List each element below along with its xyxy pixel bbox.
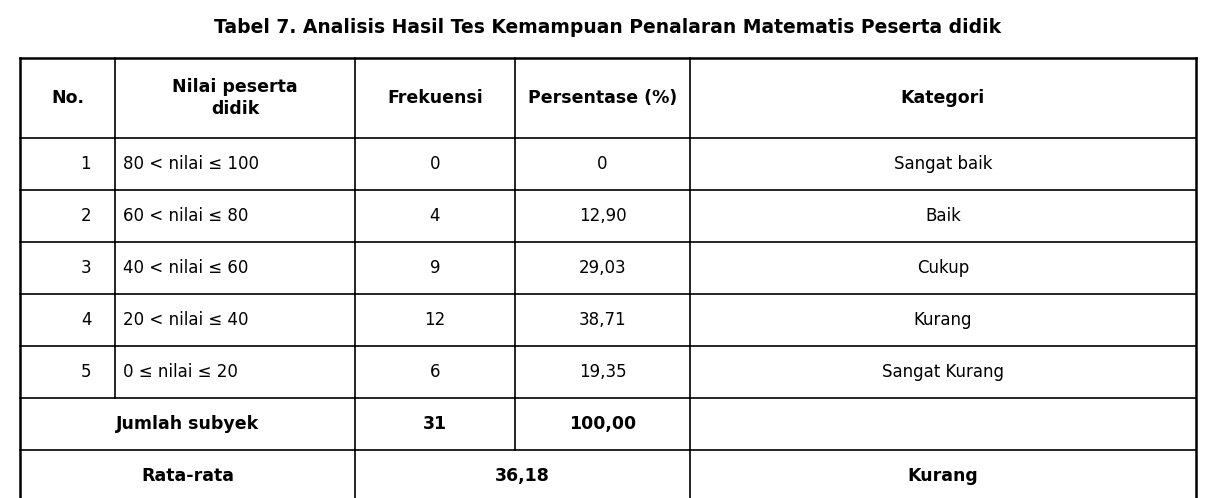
Text: 6: 6 <box>429 363 440 381</box>
Text: Kurang: Kurang <box>913 311 973 329</box>
Text: 20 < nilai ≤ 40: 20 < nilai ≤ 40 <box>123 311 248 329</box>
Text: Tabel 7. Analisis Hasil Tes Kemampuan Penalaran Matematis Peserta didik: Tabel 7. Analisis Hasil Tes Kemampuan Pe… <box>214 18 1002 37</box>
Text: 19,35: 19,35 <box>579 363 626 381</box>
Text: 60 < nilai ≤ 80: 60 < nilai ≤ 80 <box>123 207 248 225</box>
Text: Nilai peserta
didik: Nilai peserta didik <box>173 78 298 118</box>
Text: Jumlah subyek: Jumlah subyek <box>116 415 259 433</box>
Text: Kategori: Kategori <box>901 89 985 107</box>
Text: 3: 3 <box>80 259 91 277</box>
Text: 4: 4 <box>429 207 440 225</box>
Text: 40 < nilai ≤ 60: 40 < nilai ≤ 60 <box>123 259 248 277</box>
Text: Baik: Baik <box>925 207 961 225</box>
Text: Rata-rata: Rata-rata <box>141 467 233 485</box>
Text: 0: 0 <box>429 155 440 173</box>
Text: 1: 1 <box>80 155 91 173</box>
Text: 5: 5 <box>80 363 91 381</box>
Text: Persentase (%): Persentase (%) <box>528 89 677 107</box>
Text: Sangat baik: Sangat baik <box>894 155 992 173</box>
Text: 29,03: 29,03 <box>579 259 626 277</box>
Text: 80 < nilai ≤ 100: 80 < nilai ≤ 100 <box>123 155 259 173</box>
Text: 0: 0 <box>597 155 608 173</box>
Text: 2: 2 <box>80 207 91 225</box>
Text: No.: No. <box>51 89 84 107</box>
Text: 38,71: 38,71 <box>579 311 626 329</box>
Text: 4: 4 <box>80 311 91 329</box>
Text: 31: 31 <box>423 415 447 433</box>
Text: 36,18: 36,18 <box>495 467 550 485</box>
Text: Cukup: Cukup <box>917 259 969 277</box>
Text: 0 ≤ nilai ≤ 20: 0 ≤ nilai ≤ 20 <box>123 363 238 381</box>
Text: Sangat Kurang: Sangat Kurang <box>882 363 1004 381</box>
Text: 12,90: 12,90 <box>579 207 626 225</box>
Text: Kurang: Kurang <box>907 467 979 485</box>
Text: 9: 9 <box>429 259 440 277</box>
Text: Frekuensi: Frekuensi <box>387 89 483 107</box>
Text: 100,00: 100,00 <box>569 415 636 433</box>
Text: 12: 12 <box>424 311 445 329</box>
